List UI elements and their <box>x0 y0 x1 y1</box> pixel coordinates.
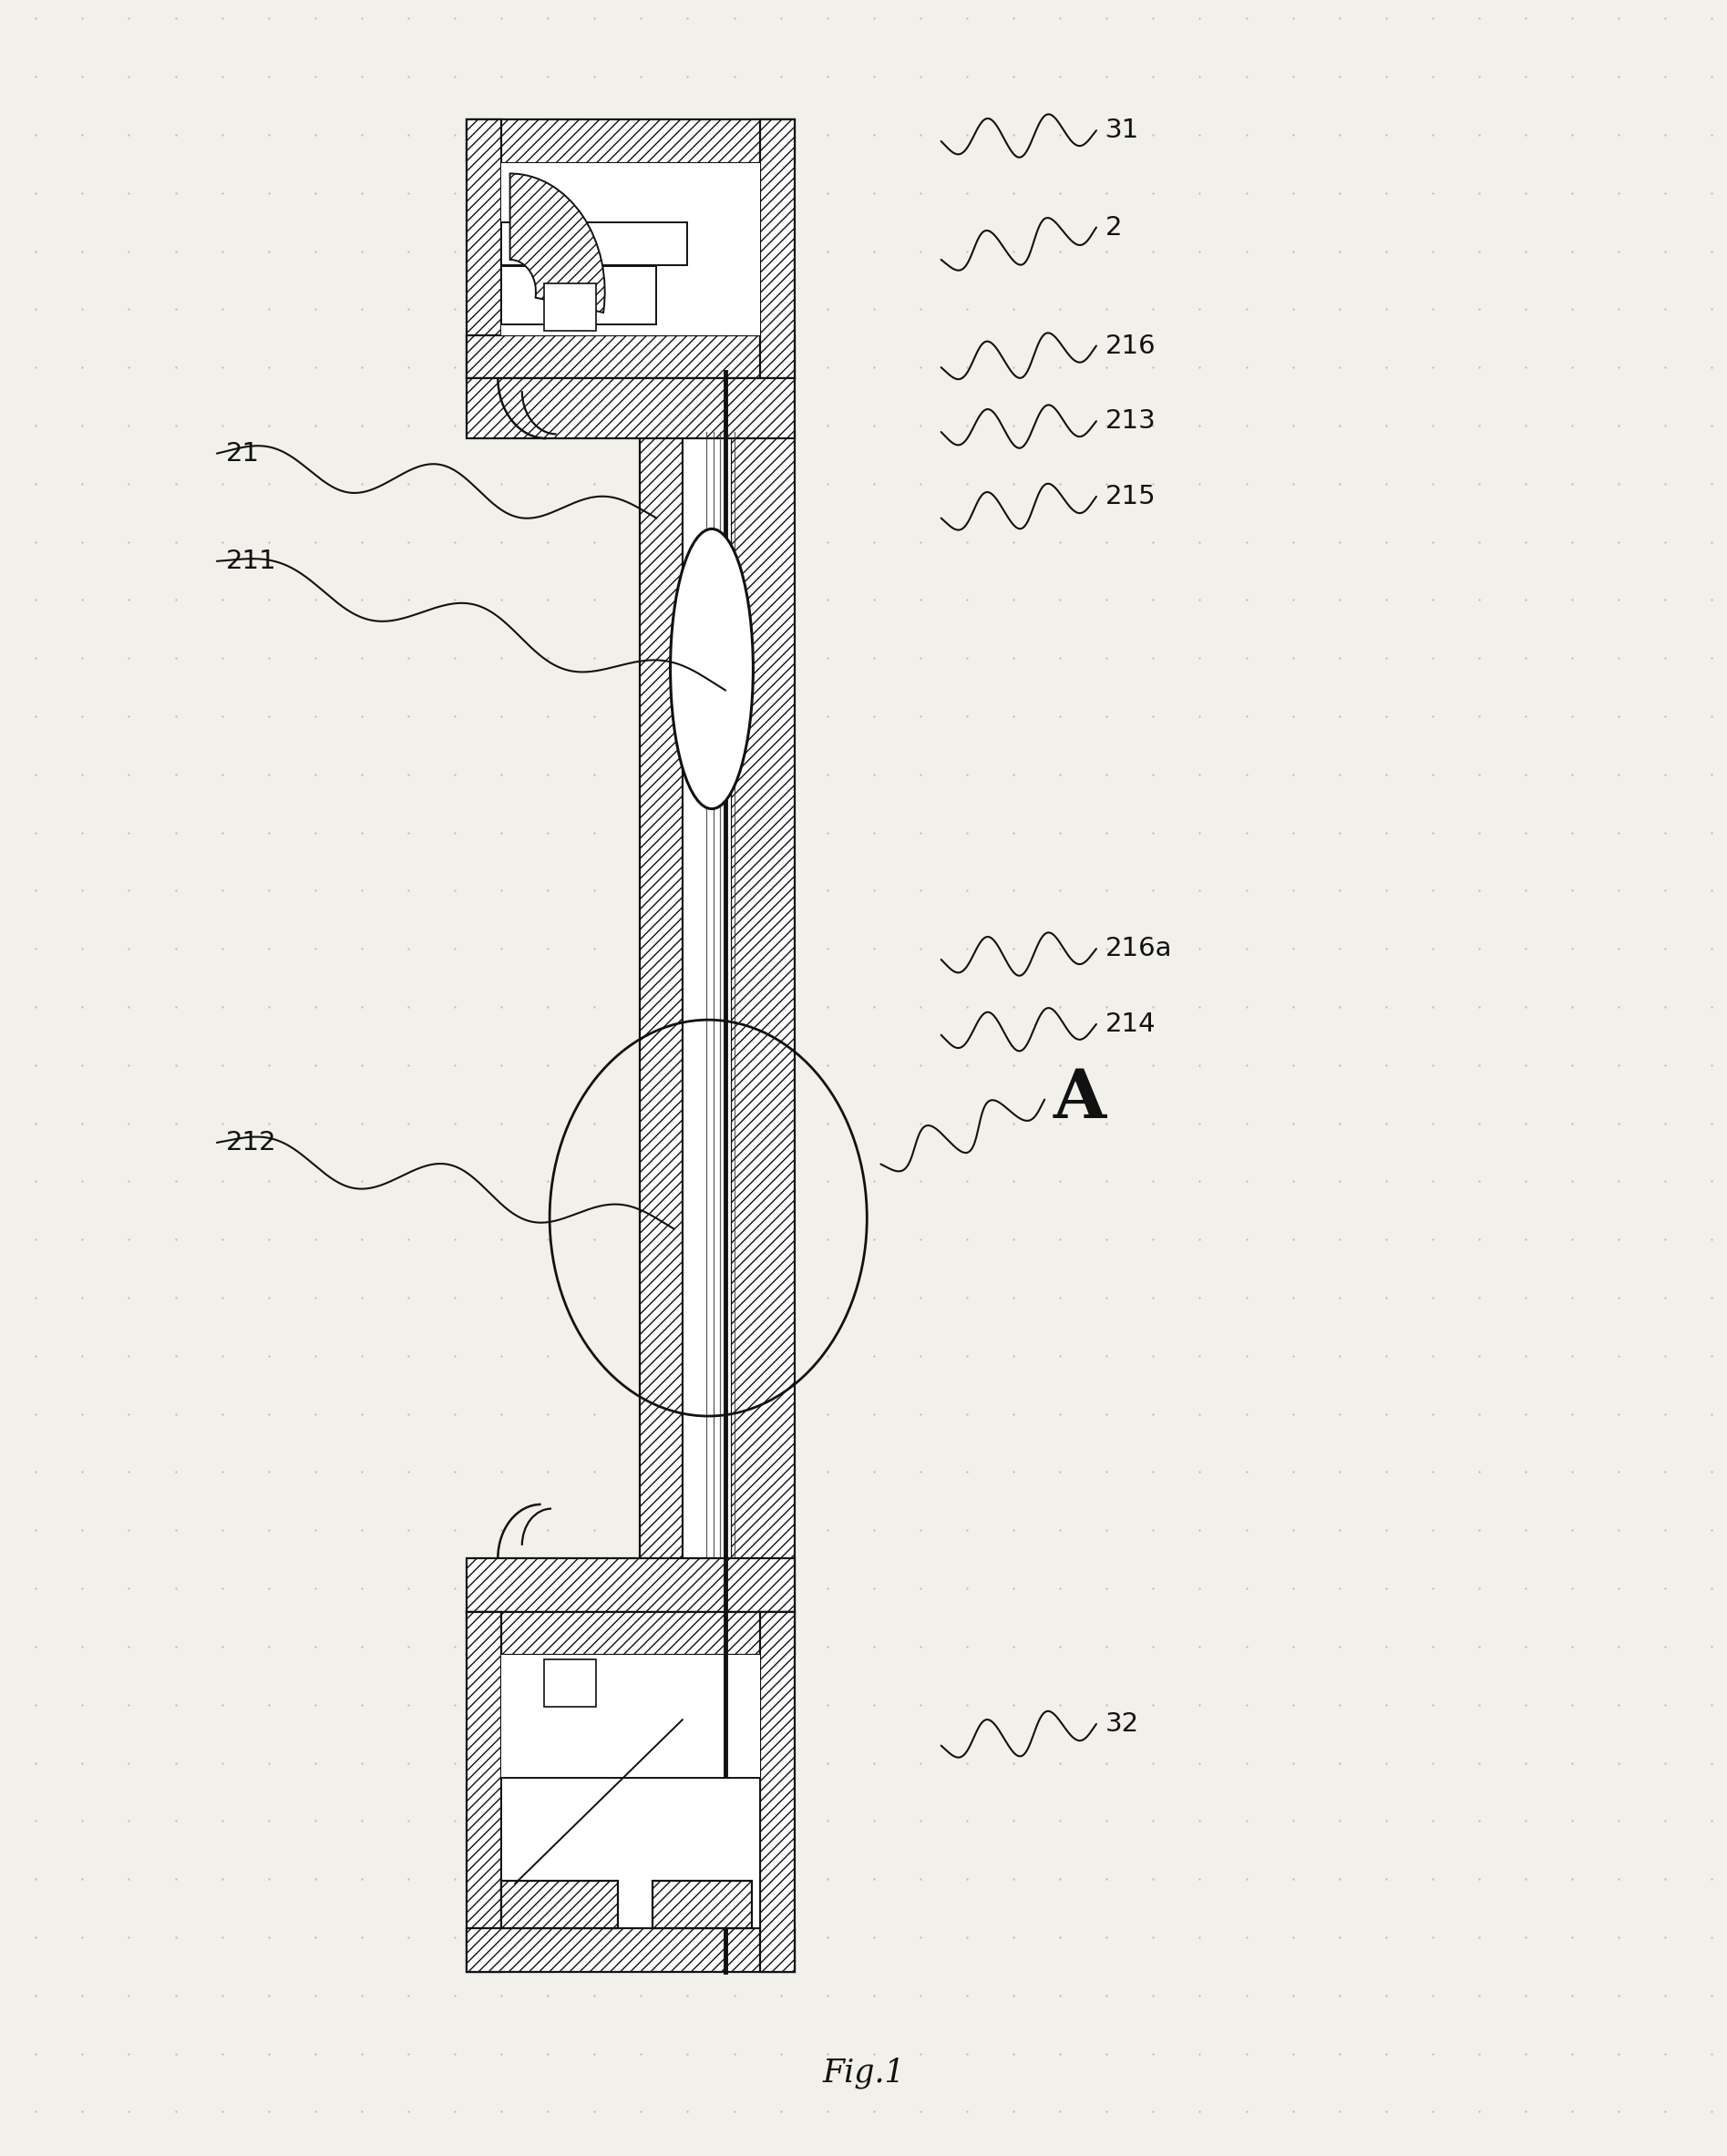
Bar <box>682 431 731 1613</box>
Text: 212: 212 <box>226 1130 276 1156</box>
Ellipse shape <box>670 528 753 808</box>
Bar <box>466 377 794 438</box>
Bar <box>501 1656 760 1930</box>
Bar <box>544 282 596 330</box>
Bar <box>501 162 760 334</box>
Text: A: A <box>1053 1067 1107 1132</box>
Bar <box>501 1882 618 1930</box>
Text: 31: 31 <box>1105 119 1138 142</box>
Bar <box>760 1613 794 1973</box>
Bar <box>501 265 656 323</box>
Bar <box>466 1613 794 1656</box>
Bar <box>466 1930 794 1973</box>
Text: 2: 2 <box>1105 216 1123 239</box>
Text: 32: 32 <box>1105 1712 1138 1738</box>
Text: 213: 213 <box>1105 407 1155 433</box>
Bar <box>466 1613 501 1973</box>
Bar <box>653 1882 751 1930</box>
Bar <box>639 431 682 1613</box>
Text: 216: 216 <box>1105 332 1155 358</box>
Bar <box>466 121 501 377</box>
Wedge shape <box>509 172 604 313</box>
Text: 21: 21 <box>226 440 259 466</box>
Bar <box>466 334 794 377</box>
Bar <box>731 431 794 1613</box>
Text: 216a: 216a <box>1105 936 1173 962</box>
Text: 211: 211 <box>226 548 276 573</box>
Bar <box>501 1779 760 1930</box>
Bar <box>466 1559 794 1613</box>
Text: Fig.1: Fig.1 <box>822 2057 905 2089</box>
Text: 215: 215 <box>1105 483 1155 509</box>
Text: 214: 214 <box>1105 1011 1155 1037</box>
Bar <box>760 121 794 377</box>
Bar <box>544 1660 596 1708</box>
Bar <box>466 121 794 162</box>
Bar <box>501 222 687 265</box>
